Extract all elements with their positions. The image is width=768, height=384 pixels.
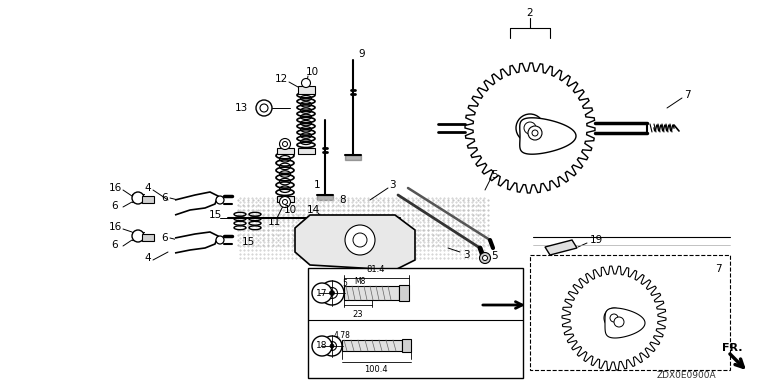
Bar [399,285,409,301]
Text: 13: 13 [235,103,248,113]
Circle shape [327,341,336,351]
Text: 10: 10 [283,205,296,215]
Polygon shape [295,215,415,270]
Circle shape [604,308,624,328]
Circle shape [312,283,332,303]
Circle shape [302,78,310,88]
Circle shape [320,281,344,305]
Text: 19: 19 [590,235,603,245]
Circle shape [260,104,268,112]
Polygon shape [605,308,645,338]
Text: 7: 7 [684,90,690,100]
Text: 16: 16 [108,183,121,193]
Bar [277,148,294,154]
Text: 7: 7 [715,264,722,274]
Circle shape [353,233,367,247]
Text: 12: 12 [274,74,288,84]
Circle shape [326,288,337,298]
Text: 3: 3 [389,180,396,190]
Circle shape [329,291,335,296]
Circle shape [216,236,224,244]
Circle shape [528,126,542,140]
Text: 4.78: 4.78 [333,331,350,341]
Text: 4: 4 [144,183,151,193]
Polygon shape [545,240,577,255]
Polygon shape [520,118,576,154]
Text: 14: 14 [306,205,319,215]
Circle shape [614,317,624,327]
Text: 9: 9 [358,49,365,59]
Text: FR.: FR. [722,343,743,353]
Text: 6: 6 [111,201,118,211]
Bar [402,339,411,352]
Text: 2: 2 [527,8,533,18]
Text: 15: 15 [208,210,222,220]
Circle shape [532,130,538,136]
Circle shape [256,100,272,116]
Circle shape [516,114,544,142]
Text: 11: 11 [267,217,280,227]
Polygon shape [562,266,666,370]
Text: ZDX0E0900A: ZDX0E0900A [656,371,716,381]
Text: 5: 5 [492,170,498,180]
Text: 6: 6 [162,233,168,243]
Text: 8: 8 [339,195,346,205]
Text: 23: 23 [353,310,363,319]
Text: 5: 5 [492,251,498,261]
Circle shape [216,196,224,204]
Circle shape [524,122,536,134]
Bar [298,148,315,154]
Circle shape [479,253,491,263]
Text: 5: 5 [343,278,347,288]
Circle shape [482,255,488,260]
Polygon shape [175,232,218,253]
Text: 10: 10 [306,67,319,77]
Circle shape [280,139,290,149]
Polygon shape [465,63,595,193]
Text: 17: 17 [316,288,328,298]
Circle shape [610,314,618,322]
Text: 15: 15 [241,237,255,247]
Text: 6: 6 [111,240,118,250]
Text: 18: 18 [316,341,328,351]
Bar [298,86,315,94]
Polygon shape [175,192,218,215]
Bar [277,196,294,202]
Circle shape [322,336,342,356]
Text: 4: 4 [144,253,151,263]
Text: 16: 16 [108,222,121,232]
Text: 6: 6 [162,193,168,203]
Bar [308,268,523,378]
Bar [142,196,154,203]
Bar [530,255,730,370]
Circle shape [330,344,334,348]
Text: M8: M8 [354,278,366,286]
Bar [342,340,402,351]
Circle shape [132,192,144,204]
Bar [142,234,154,241]
Circle shape [312,336,332,356]
Text: 1: 1 [313,180,320,190]
Bar [344,286,399,300]
Text: 100.4: 100.4 [364,365,388,374]
Text: 3: 3 [462,250,469,260]
Circle shape [283,200,287,205]
Text: 81.4: 81.4 [367,265,386,274]
Circle shape [132,230,144,242]
Circle shape [280,197,290,207]
Circle shape [345,225,375,255]
Circle shape [283,141,287,147]
